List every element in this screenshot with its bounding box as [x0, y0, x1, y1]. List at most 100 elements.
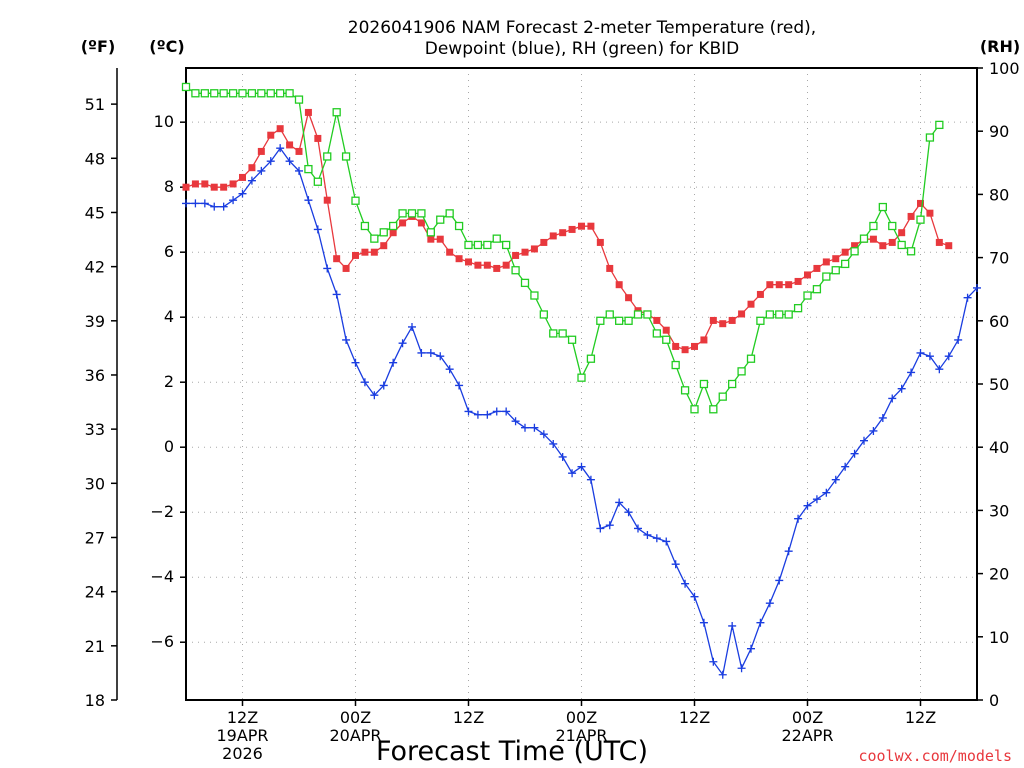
temperature-point	[361, 248, 369, 256]
dewpoint-point	[200, 199, 209, 208]
dewpoint-point	[681, 579, 690, 588]
temperature-point	[512, 251, 520, 259]
dewpoint-point	[266, 157, 275, 166]
f-tick-label: 36	[85, 366, 105, 385]
relative-humidity-point	[492, 234, 501, 243]
dewpoint-point	[342, 335, 351, 344]
relative-humidity-point	[247, 89, 257, 98]
dewpoint-point	[775, 576, 784, 585]
rh-tick-label: 70	[989, 249, 1009, 268]
temperature-point	[785, 281, 793, 289]
x-tick-date-label: 22APR	[781, 726, 833, 745]
x-tick-date-label: 19APR	[216, 726, 268, 745]
dewpoint-point	[869, 426, 878, 435]
dewpoint-point	[794, 514, 803, 523]
dewpoint-point	[379, 381, 388, 390]
dewpoint-point	[577, 462, 586, 471]
dewpoint-point	[954, 335, 963, 344]
x-tick-label: 00Z	[340, 708, 371, 727]
x-tick-label: 12Z	[679, 708, 710, 727]
relative-humidity-point	[869, 221, 878, 231]
temperature-point	[615, 281, 623, 289]
relative-humidity-point	[464, 240, 473, 250]
dewpoint-point	[662, 537, 671, 546]
relative-humidity-point	[662, 335, 671, 344]
relative-humidity-point	[699, 379, 709, 389]
relative-humidity-point	[643, 310, 652, 319]
dewpoint-point	[276, 144, 285, 153]
dewpoint-point	[699, 618, 708, 627]
relative-humidity-point	[812, 285, 822, 294]
relative-humidity-point	[558, 329, 567, 338]
temperature-point	[625, 294, 633, 302]
relative-humidity-point	[407, 209, 417, 218]
temperature-point	[465, 258, 472, 266]
relative-humidity-point	[577, 373, 586, 382]
relative-humidity-point	[181, 82, 191, 92]
dewpoint-point	[323, 264, 332, 273]
relative-humidity-point	[360, 221, 370, 231]
dewpoint-point	[907, 368, 916, 377]
dewpoint-point	[389, 358, 398, 367]
relative-humidity-point	[276, 89, 285, 98]
temperature-point	[530, 245, 538, 253]
temperature-point	[587, 222, 595, 230]
dewpoint-point	[624, 508, 633, 517]
relative-humidity-point	[859, 234, 869, 243]
temperature-point	[370, 248, 378, 256]
relative-humidity-point	[878, 202, 887, 212]
c-tick-label: 10	[154, 112, 174, 131]
dewpoint-point	[737, 664, 746, 673]
f-tick-label: 51	[85, 95, 105, 114]
dewpoint-point	[822, 488, 831, 497]
dewpoint-point	[398, 339, 407, 348]
dewpoint-point	[897, 384, 906, 393]
dewpoint-point	[210, 202, 219, 211]
temperature-point	[474, 261, 482, 269]
dewpoint-point	[408, 322, 416, 331]
temperature-point	[709, 316, 717, 324]
rh-tick-label: 80	[989, 185, 1009, 204]
temperature-point	[898, 229, 906, 237]
temperature-point	[700, 336, 708, 344]
temperature-point	[220, 183, 228, 191]
dewpoint-point	[747, 644, 755, 653]
temperature-point	[841, 248, 849, 256]
dewpoint-point	[229, 196, 238, 205]
temperature-point	[672, 342, 680, 350]
relative-humidity-point	[633, 310, 643, 319]
relative-humidity-point	[680, 386, 690, 395]
dewpoint-point	[473, 410, 482, 419]
rh-tick-label: 10	[989, 628, 1009, 647]
temperature-point	[399, 219, 407, 227]
relative-humidity-point	[285, 89, 294, 98]
dewpoint-point	[888, 394, 897, 403]
dewpoint-point	[351, 358, 360, 367]
temperature-point	[323, 196, 331, 204]
f-tick-label: 39	[85, 312, 105, 331]
temperature-point	[267, 131, 275, 139]
temperature-point	[333, 255, 341, 263]
dewpoint-point	[841, 462, 850, 471]
dewpoint-point	[219, 202, 228, 211]
dewpoint-point	[944, 352, 953, 361]
dewpoint-point	[304, 196, 313, 205]
dewpoint-point	[295, 166, 303, 175]
dewpoint-point	[521, 423, 529, 432]
dewpoint-point	[765, 599, 774, 608]
rh-tick-label: 50	[989, 375, 1009, 394]
relative-humidity-point	[191, 89, 200, 98]
temperature-point	[568, 225, 576, 233]
rh-tick-label: 30	[989, 501, 1009, 520]
temperature-point	[747, 300, 755, 308]
temperature-point	[794, 277, 802, 285]
x-tick-label: 00Z	[566, 708, 597, 727]
dewpoint-point	[426, 348, 435, 357]
relative-humidity-point	[228, 89, 238, 98]
relative-humidity-point	[379, 228, 388, 237]
relative-humidity-point	[586, 354, 596, 363]
temperature-point	[446, 248, 454, 256]
temperature-point	[549, 232, 557, 240]
relative-humidity-point	[897, 240, 906, 250]
